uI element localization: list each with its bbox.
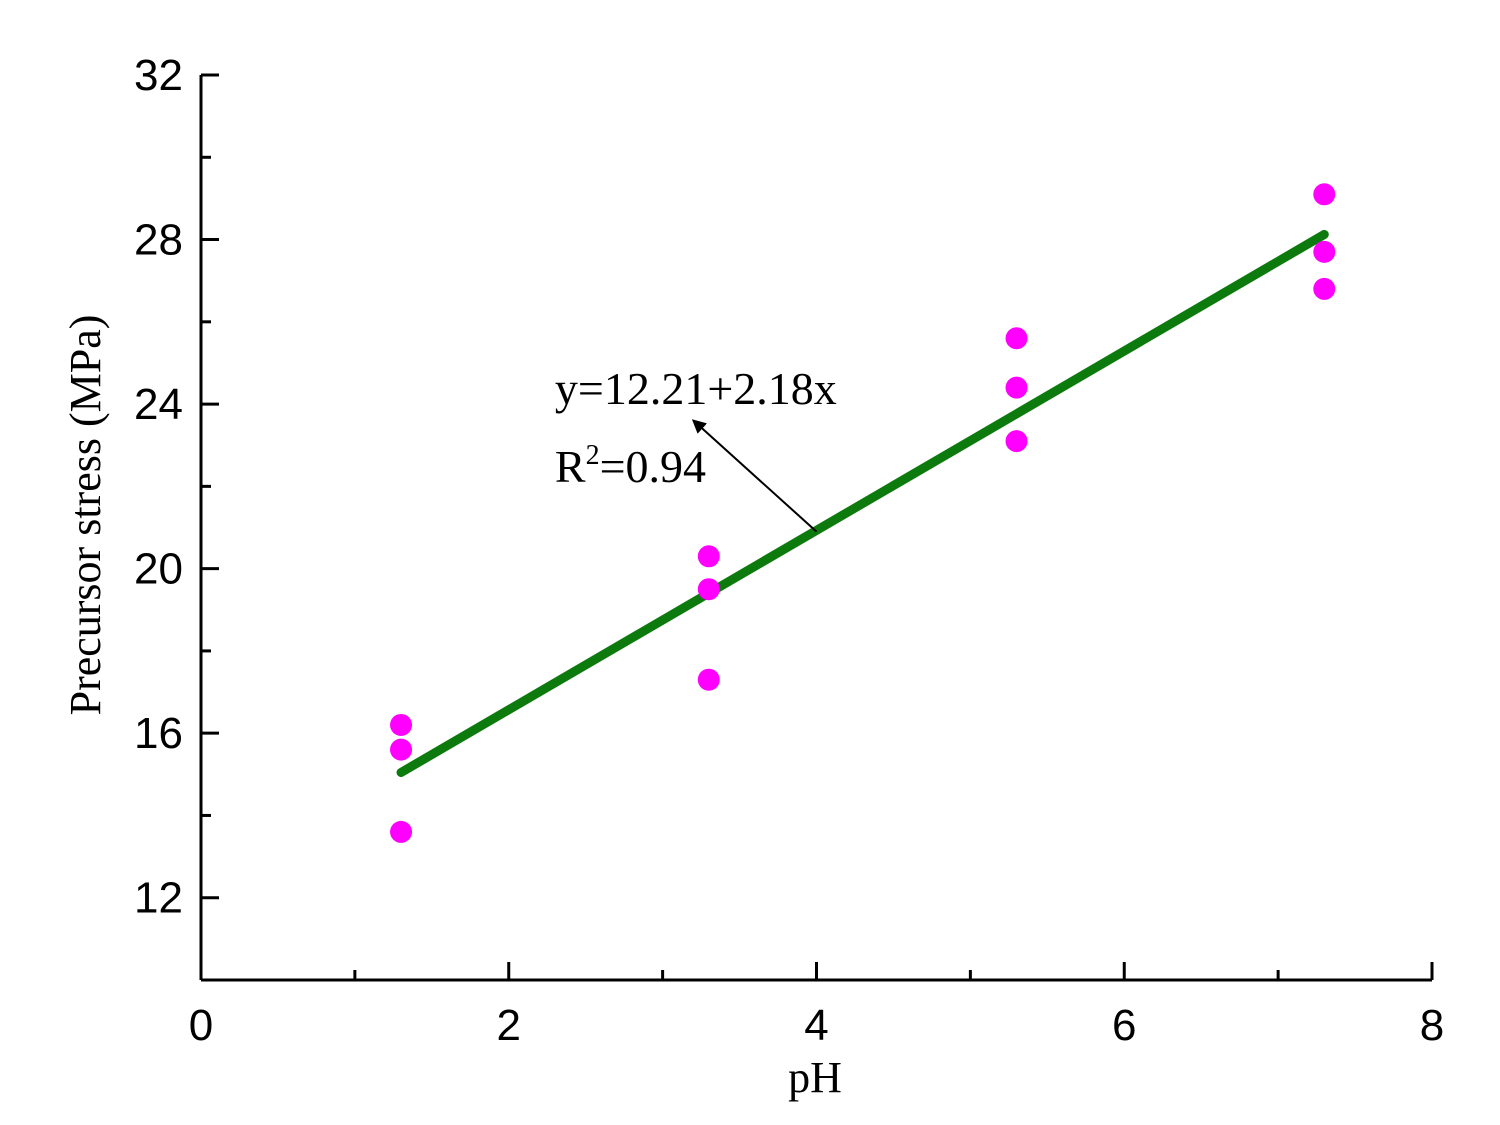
scatter-point <box>1005 327 1028 350</box>
x-tick-label: 6 <box>1112 1001 1136 1050</box>
scatter-point <box>1313 240 1336 263</box>
y-ticks: 12 16 20 24 28 32 <box>134 51 219 923</box>
r-squared-superscript: 2 <box>586 440 600 471</box>
y-tick-label: 32 <box>134 51 183 100</box>
scatter-point <box>697 545 720 568</box>
y-tick-label: 20 <box>134 545 183 594</box>
regression-equation: y=12.21+2.18x <box>555 363 837 414</box>
scatter-point <box>1005 376 1028 399</box>
scatter-point <box>390 713 413 736</box>
y-tick-label: 24 <box>134 380 183 429</box>
scatter-point <box>390 738 413 761</box>
r-squared-label: R2=0.94 <box>555 440 706 492</box>
scatter-point <box>1313 277 1336 300</box>
scatter-point <box>697 578 720 601</box>
x-ticks: 0 2 4 6 8 <box>189 962 1444 1050</box>
y-axis-title: Precursor stress (MPa) <box>61 315 110 716</box>
x-tick-label: 2 <box>497 1001 521 1050</box>
scatter-points <box>390 183 1336 843</box>
fit-line-group <box>396 229 1329 778</box>
y-tick-label: 12 <box>134 874 183 923</box>
x-tick-label: 0 <box>189 1001 213 1050</box>
scatter-point <box>390 820 413 843</box>
y-tick-label: 28 <box>134 216 183 265</box>
scatter-point <box>1005 430 1028 453</box>
annotation-arrow <box>691 419 818 533</box>
regression-annotation: y=12.21+2.18x R2=0.94 <box>555 363 837 533</box>
r-squared-value: =0.94 <box>600 441 706 492</box>
y-tick-label: 16 <box>134 709 183 758</box>
fit-line <box>396 229 1329 778</box>
scatter-point <box>1313 183 1336 206</box>
scatter-point <box>697 668 720 691</box>
r-squared-prefix: R <box>555 441 586 492</box>
x-axis-title: pH <box>788 1053 842 1102</box>
x-tick-label: 4 <box>804 1001 828 1050</box>
x-tick-label: 8 <box>1420 1001 1444 1050</box>
